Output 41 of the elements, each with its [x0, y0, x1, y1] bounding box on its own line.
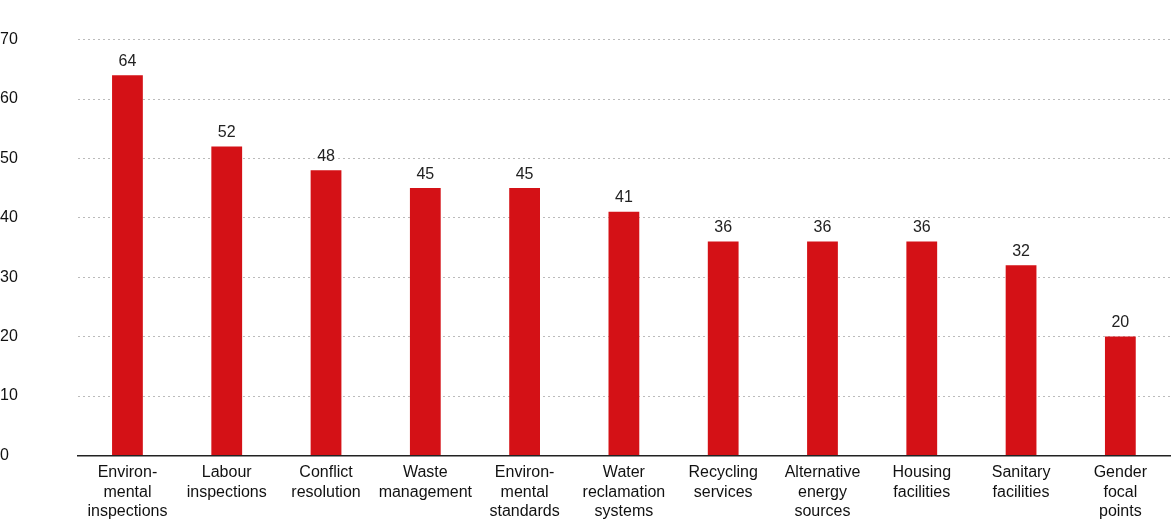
y-tick-label: 0: [0, 445, 9, 463]
x-tick-label: Housing facilities: [892, 463, 952, 500]
x-tick-label: Waste management: [378, 463, 473, 500]
x-tick-label: Conflict resolution: [291, 463, 361, 500]
data-label: 64: [118, 51, 137, 69]
data-label: 45: [515, 164, 534, 182]
y-tick-label: 10: [0, 386, 18, 404]
bar: [608, 211, 640, 455]
data-label: 36: [714, 217, 733, 235]
data-label: 32: [1012, 241, 1031, 259]
x-tick-label: Environ- mental standards: [489, 463, 560, 519]
x-tick-label: Recycling services: [688, 463, 758, 500]
x-tick-label: Sanitary facilities: [991, 463, 1051, 500]
bar: [409, 188, 441, 455]
data-label: 45: [416, 164, 435, 182]
data-label: 48: [317, 146, 336, 164]
y-tick-label: 60: [0, 89, 18, 107]
x-tick-label: Environ- mental inspections: [87, 463, 168, 519]
bar: [310, 170, 342, 455]
data-label: 36: [912, 217, 931, 235]
y-tick-label: 40: [0, 208, 18, 226]
data-label: 52: [217, 122, 236, 140]
bar: [112, 75, 143, 455]
x-tick-label: Alternative energy sources: [784, 463, 861, 519]
y-tick-label: 50: [0, 148, 18, 166]
y-tick-label: 20: [0, 327, 18, 345]
bar: [211, 146, 243, 455]
bar: [1005, 265, 1037, 455]
x-tick-label: Labour inspections: [186, 463, 267, 500]
data-label: 36: [813, 217, 832, 235]
data-label: 41: [615, 188, 633, 206]
x-tick-label: Gender focal points: [1093, 463, 1148, 519]
y-tick-label: 30: [0, 267, 18, 285]
bar: [509, 188, 540, 455]
bar: [1104, 336, 1136, 455]
bar: [707, 241, 739, 455]
data-label: 20: [1111, 313, 1130, 331]
x-tick-label: Water reclamation systems: [582, 463, 666, 519]
bar: [906, 241, 938, 455]
y-tick-label: 70: [0, 30, 18, 48]
bar: [807, 241, 838, 455]
